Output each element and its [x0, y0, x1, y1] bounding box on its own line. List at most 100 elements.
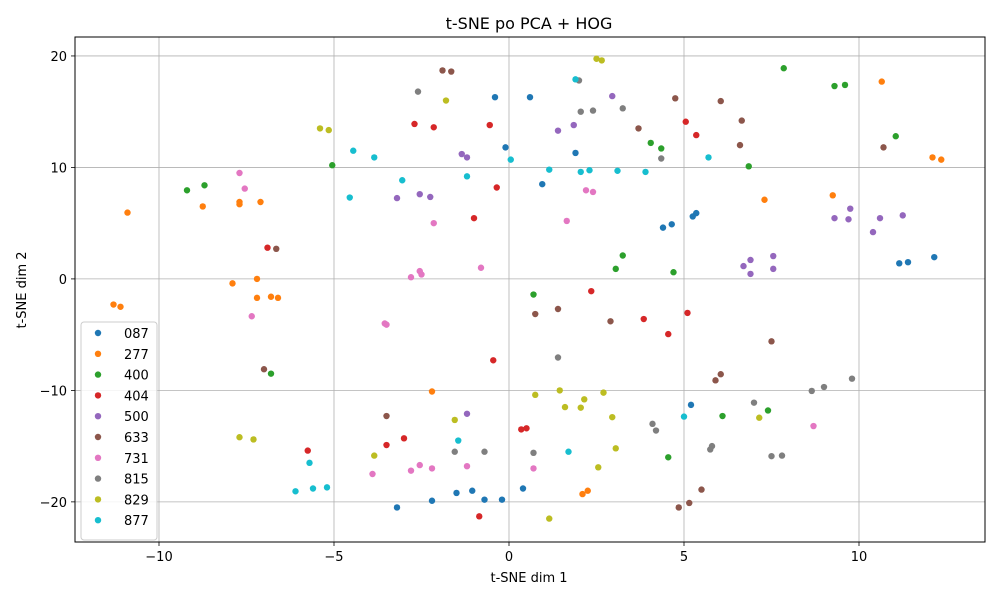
- point-277: [829, 192, 836, 199]
- point-633: [675, 504, 682, 511]
- point-877: [309, 485, 317, 492]
- point-815: [414, 88, 422, 95]
- point-829: [546, 515, 553, 522]
- point-087: [502, 144, 509, 151]
- x-axis-label: t-SNE dim 1: [490, 571, 567, 586]
- point-277: [761, 196, 768, 203]
- point-877: [463, 173, 471, 180]
- point-087: [896, 260, 903, 267]
- point-400: [780, 65, 787, 72]
- point-277: [428, 388, 436, 395]
- point-633: [607, 318, 614, 325]
- point-877: [680, 413, 688, 420]
- point-087: [687, 401, 695, 409]
- point-400: [647, 139, 654, 147]
- point-877: [292, 488, 299, 495]
- legend-label: 277: [124, 348, 149, 363]
- legend-label: 731: [124, 452, 149, 467]
- point-829: [577, 404, 584, 411]
- legend-marker: [94, 329, 102, 337]
- point-877: [642, 168, 649, 176]
- point-815: [707, 446, 714, 453]
- point-815: [768, 452, 775, 460]
- point-087: [539, 180, 546, 188]
- point-815: [530, 449, 537, 457]
- point-731: [416, 461, 423, 469]
- point-500: [847, 205, 854, 212]
- legend-label: 404: [124, 389, 149, 404]
- x-tick-label: 10: [851, 550, 868, 565]
- point-815: [451, 448, 458, 455]
- point-877: [572, 76, 579, 83]
- point-500: [869, 228, 877, 236]
- point-500: [899, 212, 906, 219]
- y-tick-label: 0: [59, 273, 67, 288]
- point-400: [658, 145, 665, 152]
- point-277: [110, 301, 117, 308]
- point-087: [659, 224, 667, 231]
- point-087: [668, 221, 675, 228]
- point-400: [183, 187, 191, 194]
- point-633: [448, 68, 455, 75]
- point-877: [546, 166, 553, 173]
- point-277: [199, 203, 206, 210]
- point-277: [584, 487, 591, 494]
- point-877: [323, 484, 331, 491]
- legend-marker: [94, 496, 102, 503]
- point-400: [665, 454, 672, 461]
- point-829: [532, 391, 539, 399]
- point-731: [418, 271, 425, 278]
- point-815: [577, 108, 584, 115]
- point-500: [427, 193, 434, 201]
- point-404: [588, 287, 595, 295]
- point-404: [693, 131, 700, 139]
- point-500: [463, 410, 471, 417]
- legend-marker: [94, 454, 102, 461]
- point-633: [768, 338, 775, 345]
- point-829: [598, 57, 605, 64]
- point-400: [530, 291, 537, 298]
- point-404: [493, 184, 500, 191]
- point-815: [658, 155, 665, 162]
- point-815: [481, 448, 488, 455]
- point-087: [572, 149, 579, 157]
- point-087: [491, 93, 499, 101]
- point-731: [477, 264, 485, 271]
- point-829: [595, 464, 602, 471]
- point-829: [371, 452, 378, 459]
- point-731: [407, 467, 415, 474]
- point-633: [880, 144, 887, 151]
- point-277: [124, 209, 131, 216]
- point-633: [672, 95, 679, 102]
- legend-marker: [94, 392, 102, 399]
- point-731: [241, 185, 248, 192]
- point-404: [476, 513, 483, 520]
- legend-marker: [94, 475, 102, 482]
- legend: 087 277 400 404 500 633 731 815 829 877: [80, 321, 158, 541]
- point-633: [698, 486, 705, 493]
- point-500: [416, 190, 423, 198]
- point-277: [274, 294, 282, 302]
- x-tick-label: 5: [680, 550, 688, 565]
- point-731: [810, 422, 817, 430]
- point-277: [253, 294, 261, 302]
- point-829: [250, 436, 257, 443]
- legend-label: 500: [124, 410, 149, 425]
- point-731: [383, 321, 390, 328]
- point-500: [570, 121, 577, 129]
- point-400: [619, 252, 626, 259]
- legend-marker: [94, 371, 102, 378]
- point-829: [581, 396, 588, 403]
- point-277: [236, 201, 243, 208]
- point-633: [738, 117, 745, 124]
- point-829: [556, 387, 563, 394]
- point-633: [686, 499, 693, 507]
- point-400: [267, 370, 275, 377]
- point-277: [117, 303, 124, 310]
- y-tick-label: −20: [40, 496, 67, 511]
- legend-marker: [94, 413, 102, 420]
- point-633: [273, 245, 280, 253]
- point-815: [750, 399, 758, 406]
- point-500: [740, 262, 747, 270]
